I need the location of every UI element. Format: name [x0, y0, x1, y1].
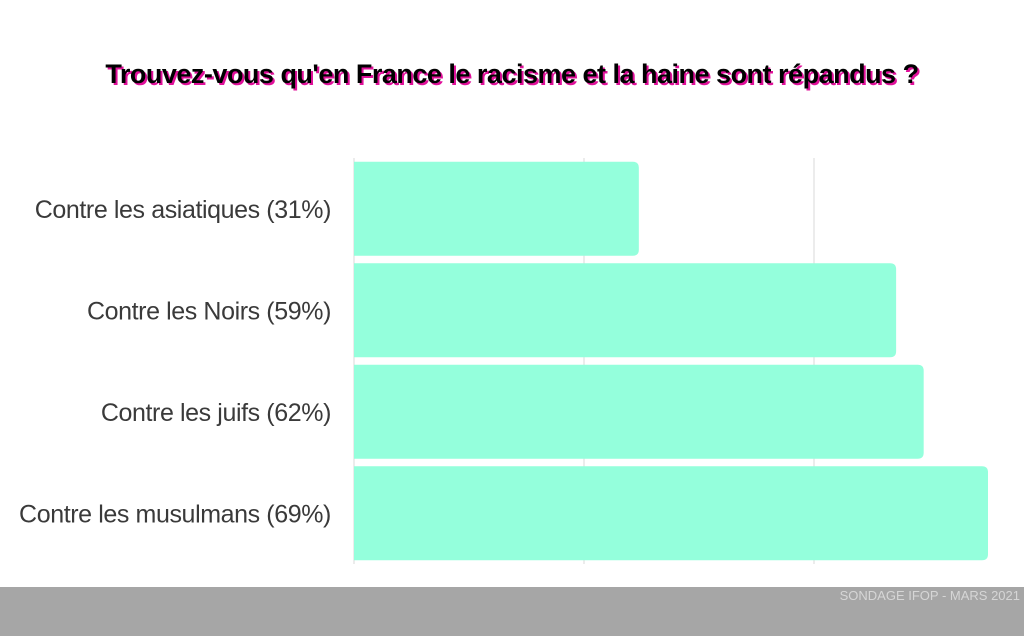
footer-band — [0, 587, 1024, 636]
source-note: SONDAGE IFOP - MARS 2021 — [840, 588, 1020, 603]
category-label-3: Contre les musulmans (69%) — [19, 500, 331, 528]
category-labels: Contre les asiatiques (31%) Contre les No… — [19, 196, 331, 529]
bar-1 — [354, 263, 897, 358]
bar-0 — [354, 161, 639, 256]
bars — [354, 161, 988, 561]
chart-title-shadow: Trouvez-vous qu'en France le racisme et … — [107, 61, 920, 91]
category-label-2: Contre les juifs (62%) — [101, 399, 331, 427]
bar-2 — [354, 364, 924, 459]
chart-title: Trouvez-vous qu'en France le racisme et … — [105, 59, 918, 89]
bar-3 — [354, 466, 988, 561]
category-label-1: Contre les Noirs (59%) — [87, 297, 331, 325]
category-label-0: Contre les asiatiques (31%) — [35, 196, 331, 224]
chart-title-group: Trouvez-vous qu'en France le racisme et … — [105, 59, 921, 91]
